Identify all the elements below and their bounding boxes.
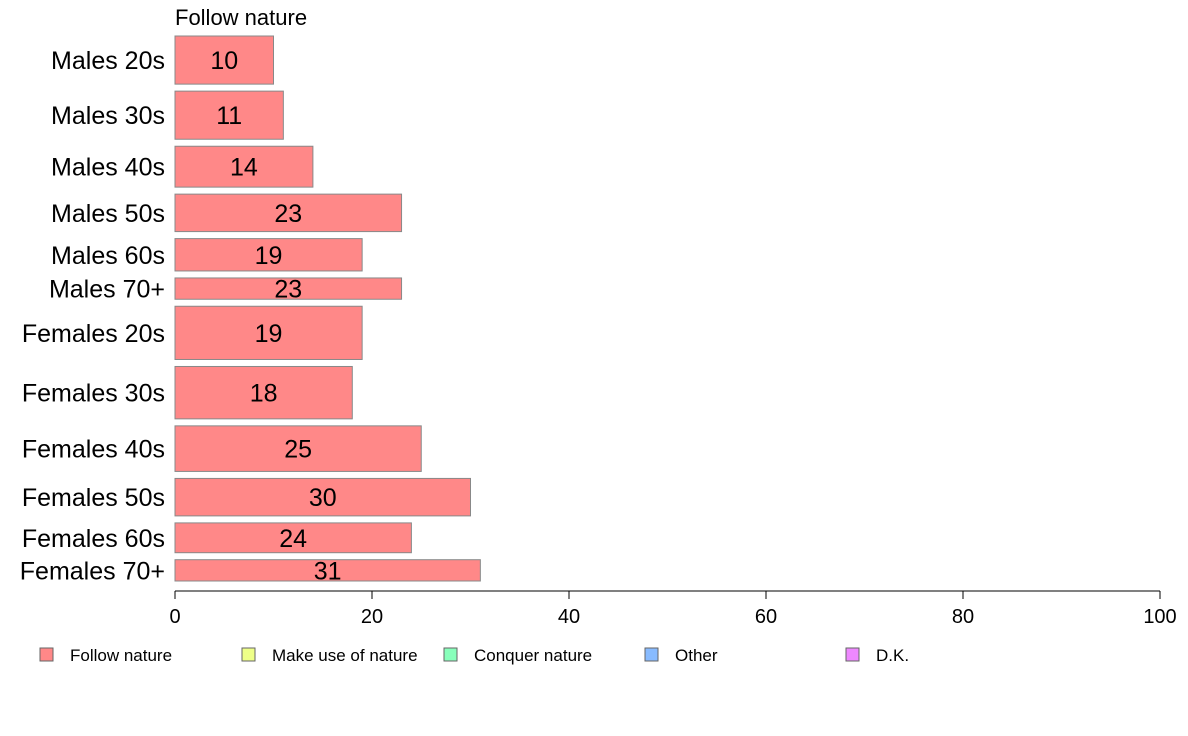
data-label: 24 — [279, 525, 307, 553]
legend-label: Other — [675, 646, 718, 665]
category-label: Males 20s — [51, 47, 165, 75]
legend-label: Conquer nature — [474, 646, 592, 665]
bar — [174, 35, 274, 85]
category-label: Females 50s — [22, 484, 165, 512]
legend-swatch — [39, 647, 54, 662]
legend-label: Follow nature — [70, 646, 172, 665]
legend-swatch — [644, 647, 659, 662]
x-tick-label: 40 — [558, 606, 580, 628]
data-label: 10 — [210, 47, 238, 75]
legend-label: D.K. — [876, 646, 909, 665]
x-tick-label: 80 — [952, 606, 974, 628]
data-label: 14 — [230, 154, 258, 182]
category-label: Males 30s — [51, 102, 165, 130]
bar — [174, 365, 353, 420]
bar — [174, 238, 363, 272]
legend: Follow nature Make use of nature Conquer n… — [39, 646, 909, 665]
category-label: Males 70+ — [49, 276, 165, 304]
category-label: Females 20s — [22, 320, 165, 348]
data-label: 19 — [255, 242, 283, 270]
category-label: Males 40s — [51, 154, 165, 182]
category-label: Females 30s — [22, 380, 165, 408]
legend-swatch — [443, 647, 458, 662]
x-tick-label: 20 — [361, 606, 383, 628]
x-tick-label: 60 — [755, 606, 777, 628]
bar — [174, 277, 403, 300]
data-label: 23 — [274, 276, 302, 304]
bar — [174, 145, 314, 188]
category-label: Females 70+ — [20, 557, 165, 585]
bar — [174, 90, 284, 140]
data-label: 31 — [314, 557, 342, 585]
bar — [174, 559, 481, 582]
data-label: 30 — [309, 484, 337, 512]
bar — [174, 425, 422, 472]
bar — [174, 305, 363, 360]
data-label: 25 — [284, 436, 312, 464]
chart-title: Follow nature — [175, 5, 307, 30]
legend-swatch — [241, 647, 256, 662]
category-label: Males 50s — [51, 200, 165, 228]
bars-group: Males 20s 10 Males 30s 11 Males 40s 14 Males 5… — [20, 35, 481, 585]
bar — [174, 193, 403, 233]
data-label: 23 — [274, 200, 302, 228]
category-label: Males 60s — [51, 242, 165, 270]
bar — [174, 522, 412, 554]
data-label: 19 — [255, 320, 283, 348]
x-tick-label: 100 — [1143, 606, 1176, 628]
bar — [174, 477, 471, 517]
legend-swatch — [845, 647, 860, 662]
x-axis: 0 20 40 60 80 100 — [169, 590, 1177, 628]
category-label: Females 60s — [22, 525, 165, 553]
data-label: 11 — [216, 102, 242, 130]
legend-label: Make use of nature — [272, 646, 418, 665]
data-label: 18 — [250, 380, 278, 408]
x-tick-label: 0 — [169, 606, 180, 628]
category-label: Females 40s — [22, 436, 165, 464]
